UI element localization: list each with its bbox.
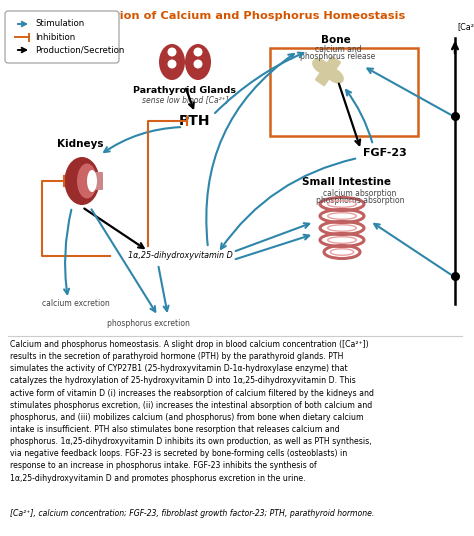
Text: Bone: Bone xyxy=(321,35,351,45)
Circle shape xyxy=(167,59,176,69)
Text: phosphorus release: phosphorus release xyxy=(301,52,375,61)
Ellipse shape xyxy=(87,170,97,192)
Circle shape xyxy=(193,48,202,56)
Text: Calcium and phosphorus homeostasis. A slight drop in blood calcium concentration: Calcium and phosphorus homeostasis. A sl… xyxy=(10,340,374,482)
FancyBboxPatch shape xyxy=(95,172,103,190)
Text: Parathyroid Glands: Parathyroid Glands xyxy=(134,86,237,95)
Text: Inhibition: Inhibition xyxy=(35,33,75,41)
Text: phosphorus absorption: phosphorus absorption xyxy=(316,196,404,205)
Text: Stimulation: Stimulation xyxy=(35,19,84,28)
Text: Small Intestine: Small Intestine xyxy=(302,177,392,187)
Circle shape xyxy=(167,48,176,56)
Circle shape xyxy=(193,59,202,69)
Text: [Ca²⁺], calcium concentration; FGF-23, fibroblast growth factor-23; PTH, parathy: [Ca²⁺], calcium concentration; FGF-23, f… xyxy=(10,509,374,518)
Ellipse shape xyxy=(64,157,100,205)
Text: Figure 3. Regulation of Calcium and Phosphorus Homeostasis: Figure 3. Regulation of Calcium and Phos… xyxy=(8,11,405,21)
Text: Kidneys: Kidneys xyxy=(57,139,103,149)
FancyBboxPatch shape xyxy=(5,11,119,63)
Text: FGF-23: FGF-23 xyxy=(363,148,407,158)
Ellipse shape xyxy=(326,68,344,84)
FancyBboxPatch shape xyxy=(314,199,370,268)
Text: 1α,25-dihydroxyvitamin D: 1α,25-dihydroxyvitamin D xyxy=(128,251,233,260)
Text: calcium excretion: calcium excretion xyxy=(42,299,110,308)
Text: sense low blood [Ca²⁺]: sense low blood [Ca²⁺] xyxy=(142,95,228,104)
Text: [Ca²⁺]↑↑: [Ca²⁺]↑↑ xyxy=(457,22,474,31)
Text: phosphorus excretion: phosphorus excretion xyxy=(107,318,190,327)
Ellipse shape xyxy=(185,44,211,80)
FancyBboxPatch shape xyxy=(315,56,341,86)
Ellipse shape xyxy=(312,58,330,74)
Text: calcium and: calcium and xyxy=(315,45,361,54)
Text: Production/Secretion: Production/Secretion xyxy=(35,46,124,55)
Ellipse shape xyxy=(159,44,185,80)
Text: calcium absorption: calcium absorption xyxy=(323,189,397,198)
Text: PTH: PTH xyxy=(179,114,211,128)
Ellipse shape xyxy=(77,163,97,198)
